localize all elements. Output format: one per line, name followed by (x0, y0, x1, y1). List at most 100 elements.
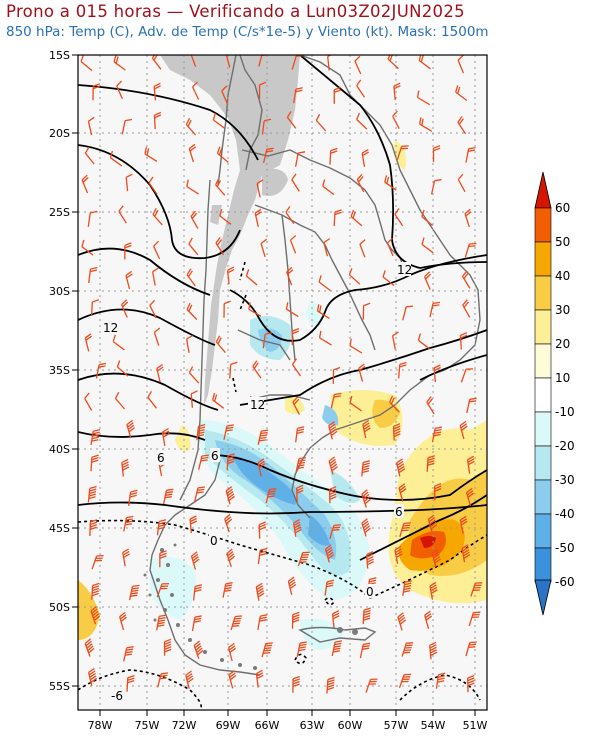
wind-barb (123, 646, 134, 662)
lon-label: 66W (255, 719, 280, 732)
wind-barb (465, 641, 477, 657)
colorbar-segment (534, 445, 552, 481)
colorbar: 60 50 40 30 20 10 -10 -20 -30 -40 -50 -6… (534, 171, 575, 616)
wind-barb (432, 145, 441, 163)
wind-barb (211, 392, 225, 409)
lat-label: 20S (49, 127, 70, 140)
contour-label: 0 (210, 534, 218, 548)
wind-barb (332, 366, 341, 384)
wind-barb (291, 358, 302, 377)
contour-label: 12 (250, 398, 265, 412)
colorbar-label: -40 (555, 507, 575, 521)
wind-barb (89, 519, 98, 537)
map-title: Prono a 015 horas — Verificando a Lun03Z… (6, 2, 465, 21)
wind-barb (324, 579, 335, 596)
wind-barb (153, 111, 162, 130)
wind-barb (401, 642, 414, 657)
wind-barb (292, 396, 300, 415)
wind-barb (296, 484, 304, 503)
wind-barb (215, 178, 226, 196)
wind-barb (121, 118, 133, 135)
wind-barb (90, 429, 101, 446)
wind-barb (257, 429, 269, 445)
colorbar-segment (534, 513, 552, 549)
wind-barb (248, 302, 262, 317)
wind-barb (156, 614, 167, 631)
contour-label: 6 (211, 449, 219, 463)
colorbar-labels: 60 50 40 30 20 10 -10 -20 -30 -40 -50 -6… (555, 201, 575, 589)
wind-barb (221, 85, 228, 104)
wind-barb (245, 269, 258, 286)
wind-barb (362, 419, 371, 439)
colorbar-segment (534, 309, 552, 345)
wind-barb (119, 611, 127, 631)
wind-barb (163, 638, 172, 656)
wind-barb (84, 333, 92, 352)
wind-barb (293, 87, 303, 104)
wind-barb (331, 610, 340, 628)
wind-barb (147, 390, 158, 409)
wind-barb (254, 208, 262, 227)
wind-barb (398, 673, 412, 689)
wind-barb (421, 209, 434, 227)
wind-barb (392, 110, 400, 130)
wind-barb (362, 302, 371, 320)
wind-barb (322, 179, 335, 196)
wind-barb (397, 612, 407, 631)
wind-barb (191, 615, 202, 632)
wind-barb (193, 640, 204, 659)
wind-barb (326, 676, 335, 694)
wind-barb (333, 86, 342, 104)
wind-barb (190, 551, 200, 570)
colorbar-label: 20 (555, 337, 570, 351)
wind-barb (188, 366, 200, 384)
wind-barb (470, 582, 483, 597)
wind-barb (460, 368, 474, 383)
wind-barb (464, 242, 477, 258)
wind-barb (287, 576, 297, 595)
wind-barb (393, 82, 401, 101)
wind-barb (114, 391, 126, 410)
wind-barb (430, 179, 442, 195)
lat-label: 40S (49, 443, 70, 456)
wind-barb (399, 522, 411, 537)
wind-barb (255, 669, 264, 688)
wind-barb (318, 330, 332, 346)
wind-barb (398, 483, 407, 502)
wind-barb (149, 299, 157, 319)
wind-barb (361, 460, 370, 477)
wind-barb (128, 489, 138, 506)
wind-barb (457, 173, 466, 193)
wind-barb (433, 364, 441, 383)
colorbar-top-arrow (534, 171, 552, 209)
wind-barb (113, 55, 126, 71)
wind-barb (429, 581, 438, 600)
wind-barb (468, 611, 481, 627)
lon-label: 75W (135, 719, 160, 732)
wind-barb (189, 515, 198, 534)
wind-barb (157, 672, 169, 688)
lon-label: 69W (216, 719, 241, 732)
colorbar-segment (534, 479, 552, 515)
contour-label: -6 (111, 689, 123, 703)
wind-barb (185, 117, 197, 136)
contour-labels: 12 12 12 6 6 6 0 0 -6 (101, 262, 412, 703)
wind-barb (109, 150, 123, 167)
colorbar-label: -30 (555, 473, 575, 487)
wind-barb (295, 426, 305, 443)
wind-barb (84, 146, 95, 165)
wind-barb (84, 392, 93, 411)
wind-barb (262, 147, 274, 164)
colorbar-label: 30 (555, 303, 570, 317)
latitude-labels: 15S 20S 25S 30S 35S 40S 45S 50S 55S (49, 49, 70, 693)
wind-barb (91, 555, 104, 570)
wind-barb (198, 454, 209, 470)
wind-barb (91, 582, 100, 600)
wind-barb (435, 672, 446, 689)
wind-barb (80, 55, 93, 72)
wind-barb (192, 81, 200, 100)
wind-barb (257, 614, 268, 631)
wind-barb (427, 514, 438, 533)
plot-frame (77, 54, 488, 711)
wind-barb (116, 360, 129, 377)
